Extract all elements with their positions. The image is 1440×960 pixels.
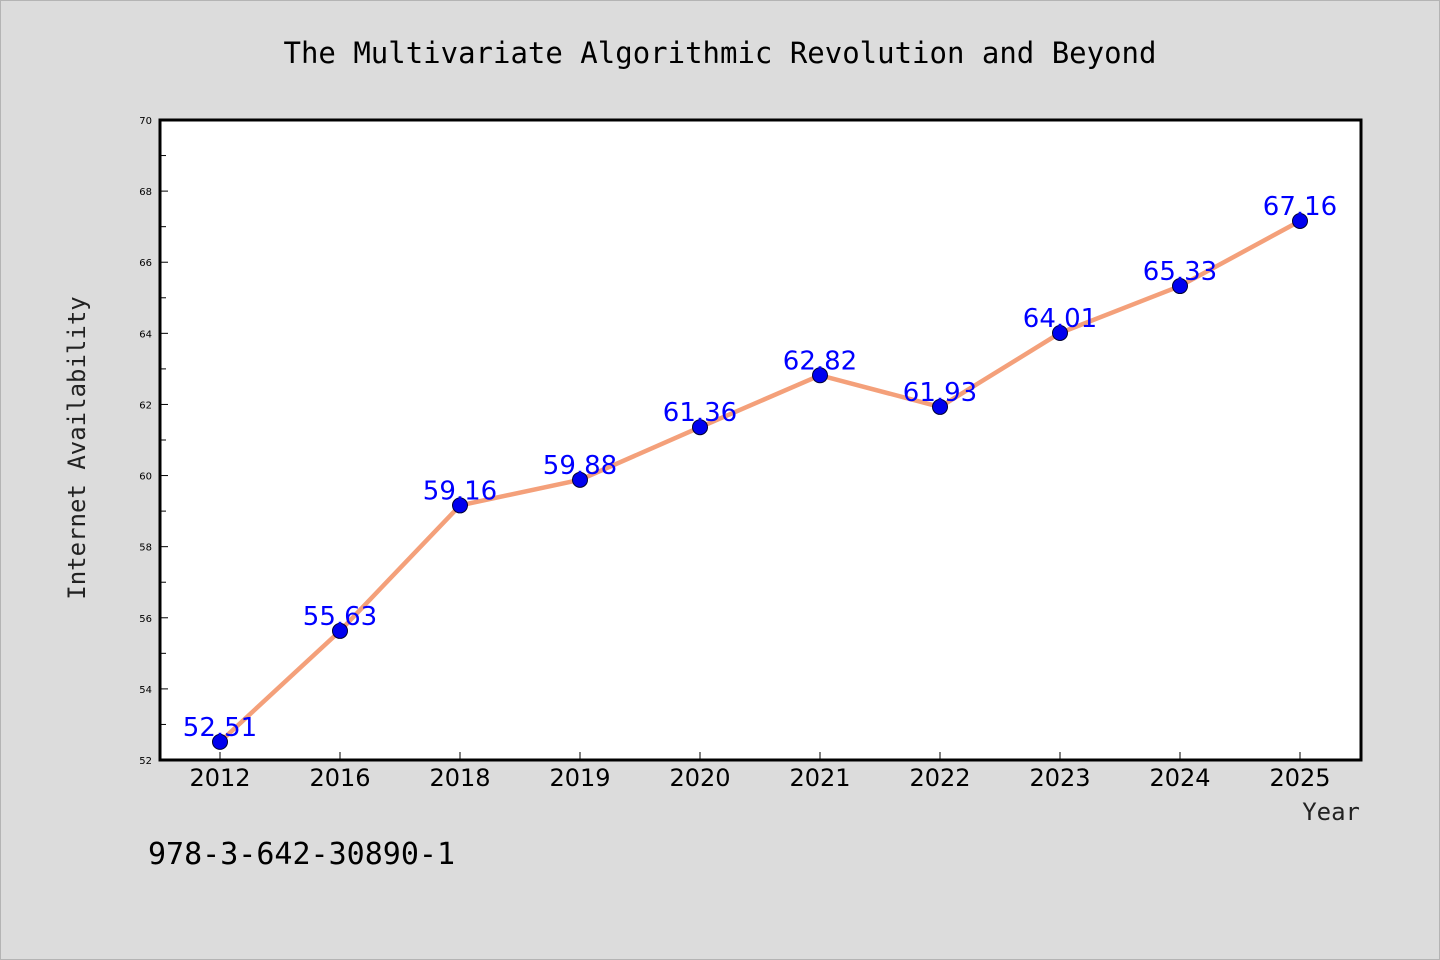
data-point-label: 55.63: [303, 602, 377, 632]
chart-title: The Multivariate Algorithmic Revolution …: [284, 36, 1157, 70]
y-tick-label: 68: [139, 187, 152, 198]
x-tick-label: 2021: [789, 764, 850, 792]
data-point-label: 65.33: [1143, 257, 1217, 287]
data-point-label: 52.51: [183, 713, 257, 743]
y-tick-label: 66: [139, 258, 152, 269]
y-tick-label: 54: [139, 685, 152, 696]
x-tick-label: 2022: [909, 764, 970, 792]
y-tick-label: 64: [139, 329, 152, 340]
data-point-marker: [932, 398, 948, 415]
data-point-label: 62.82: [783, 346, 857, 376]
series-line-group: [217, 218, 1303, 745]
data-point-marker: [1172, 278, 1188, 295]
y-axis-label: Internet Availability: [63, 296, 91, 599]
isbn-text: 978-3-642-30890-1: [148, 837, 455, 872]
data-point-marker: [332, 622, 348, 639]
x-tick-label: 2025: [1269, 764, 1330, 792]
data-point-label: 67.16: [1263, 192, 1337, 222]
x-axis-ticks: 2012 2016 2018 2019 2020 2021 2022 2023 2024 2025: [189, 752, 1331, 792]
data-point-label: 59.88: [543, 451, 617, 481]
x-tick-label: 2016: [309, 764, 370, 792]
x-tick-label: 2020: [669, 764, 730, 792]
y-tick-label: 70: [139, 116, 152, 127]
y-tick-label: 58: [139, 543, 152, 554]
data-point-label: 59.16: [423, 476, 497, 506]
data-point-marker: [812, 367, 828, 384]
x-tick-label: 2024: [1149, 764, 1210, 792]
y-tick-label: 60: [139, 472, 152, 483]
data-point-marker: [572, 471, 588, 488]
series-line: [217, 218, 1303, 745]
data-point-label: 64.01: [1023, 304, 1097, 334]
data-point-marker: [1052, 324, 1068, 341]
y-tick-label: 56: [139, 614, 152, 625]
x-tick-label: 2019: [549, 764, 610, 792]
data-markers: [212, 212, 1308, 750]
x-tick-label: 2023: [1029, 764, 1090, 792]
data-labels: 52.51 55.63 59.16 59.88 61.36 62.82 61.93 64.01…: [183, 192, 1337, 743]
data-point-label: 61.36: [663, 398, 737, 428]
plot-area: [160, 120, 1361, 760]
x-tick-label: 2012: [189, 764, 250, 792]
data-point-marker: [452, 497, 468, 514]
data-point-marker: [692, 419, 708, 436]
data-point-marker: [212, 733, 228, 750]
x-axis-label: Year: [1302, 798, 1360, 826]
data-point-label: 61.93: [903, 378, 977, 408]
y-tick-label: 52: [139, 756, 152, 767]
x-tick-label: 2018: [429, 764, 490, 792]
plot-border: [158, 118, 1363, 762]
y-tick-label: 62: [139, 400, 152, 411]
data-point-marker: [1292, 212, 1308, 229]
